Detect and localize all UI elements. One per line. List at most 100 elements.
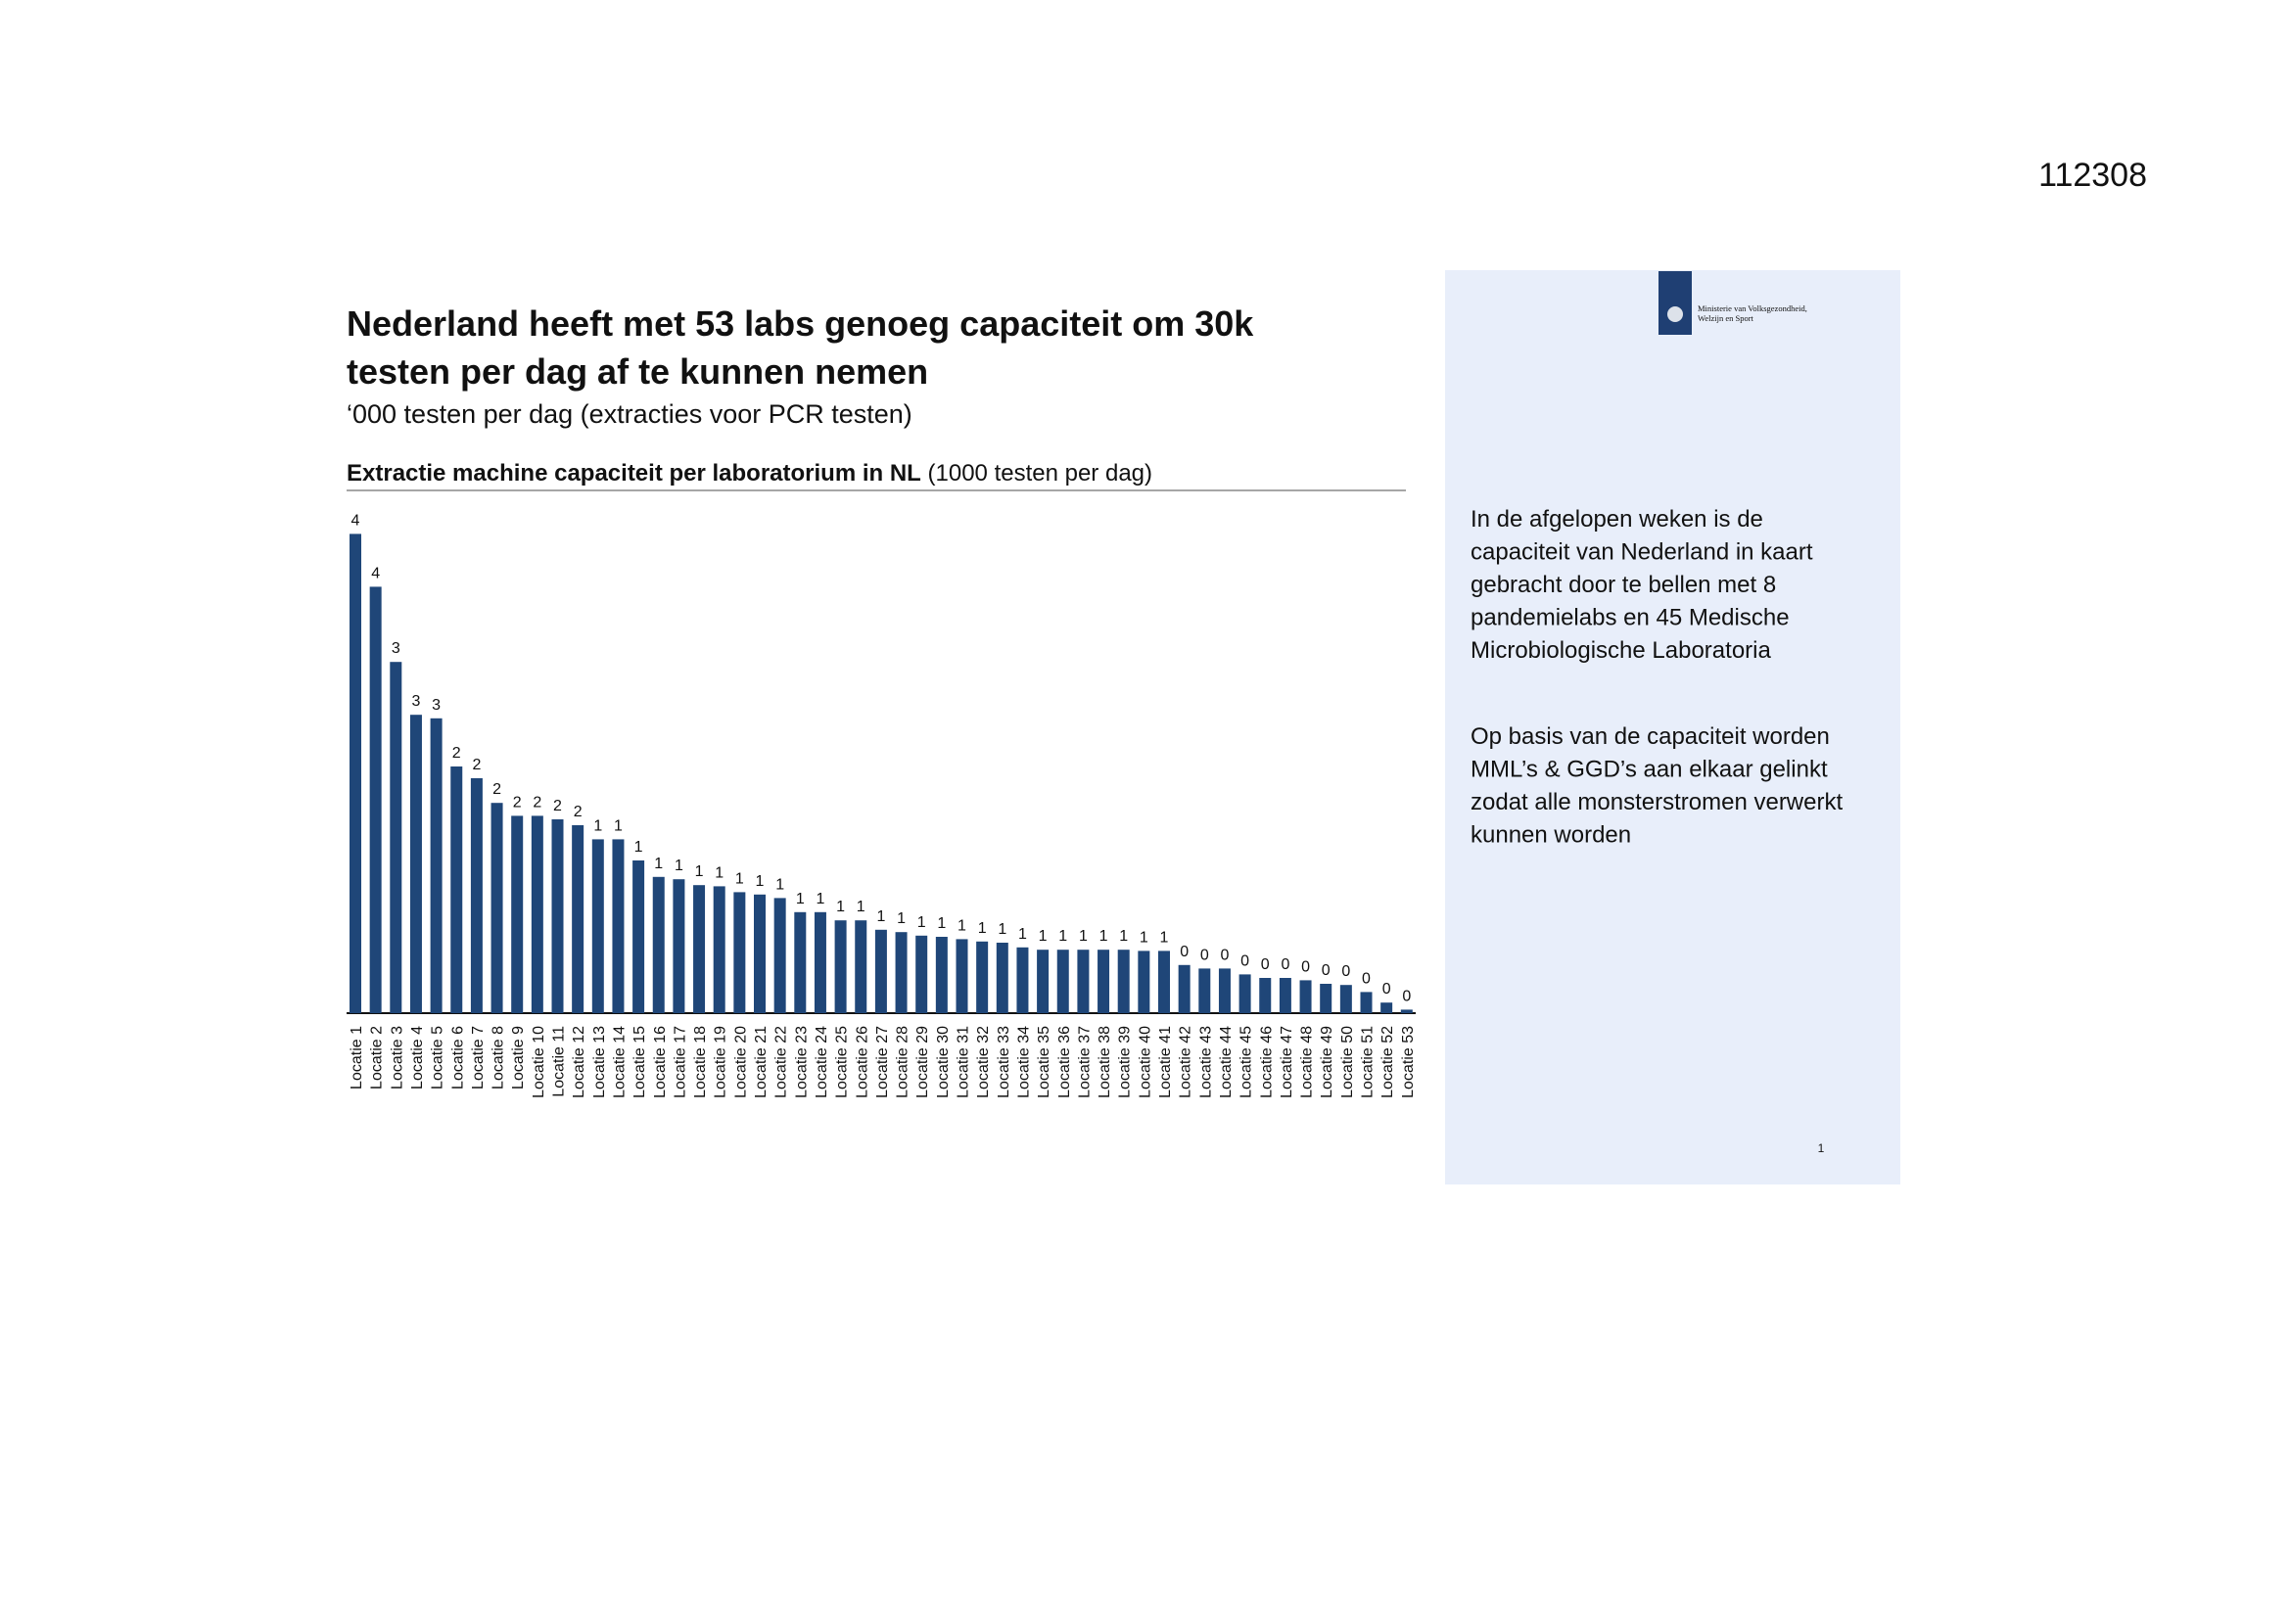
value-label: 1 bbox=[857, 899, 865, 915]
x-tick-label: Locatie 21 bbox=[753, 1026, 770, 1098]
value-label: 1 bbox=[1160, 929, 1169, 946]
x-tick-label: Locatie 18 bbox=[692, 1026, 709, 1098]
x-tick-label: Locatie 13 bbox=[591, 1026, 608, 1098]
logo-text: Welzijn en Sport bbox=[1698, 313, 1754, 323]
value-label: 0 bbox=[1180, 944, 1189, 960]
value-label: 1 bbox=[978, 920, 987, 937]
bar bbox=[895, 932, 908, 1013]
x-tick-label: Locatie 41 bbox=[1157, 1026, 1174, 1098]
value-label: 1 bbox=[1039, 928, 1048, 945]
value-label: 1 bbox=[1099, 928, 1108, 945]
bar bbox=[794, 911, 807, 1013]
bar bbox=[1299, 980, 1312, 1013]
x-tick-label: Locatie 22 bbox=[773, 1026, 790, 1098]
x-tick-label: Locatie 35 bbox=[1036, 1026, 1052, 1098]
x-tick-label: Locatie 26 bbox=[854, 1026, 870, 1098]
logo-emblem bbox=[1667, 306, 1683, 322]
bar bbox=[754, 894, 766, 1013]
bar bbox=[915, 935, 928, 1013]
value-label: 1 bbox=[937, 915, 946, 932]
x-tick-label: Locatie 16 bbox=[652, 1026, 669, 1098]
bar bbox=[935, 937, 948, 1013]
x-tick-label: Locatie 44 bbox=[1218, 1026, 1235, 1098]
x-tick-label: Locatie 24 bbox=[814, 1026, 830, 1098]
bar bbox=[1339, 985, 1352, 1013]
x-tick-label: Locatie 47 bbox=[1279, 1026, 1295, 1098]
x-tick-label: Locatie 1 bbox=[349, 1026, 365, 1090]
value-label: 1 bbox=[897, 910, 906, 927]
bar bbox=[1138, 951, 1150, 1013]
value-label: 1 bbox=[593, 817, 602, 834]
value-label: 0 bbox=[1301, 958, 1310, 975]
value-label: 1 bbox=[1058, 928, 1067, 945]
x-tick-label: Locatie 29 bbox=[914, 1026, 931, 1098]
document-id: 112308 bbox=[2038, 157, 2147, 194]
sidebar-text: zodat alle monsterstromen verwerkt bbox=[1471, 789, 1843, 815]
x-tick-label: Locatie 49 bbox=[1319, 1026, 1335, 1098]
bar bbox=[1037, 950, 1050, 1013]
bar bbox=[996, 943, 1008, 1013]
sidebar-text: capaciteit van Nederland in kaart bbox=[1471, 539, 1813, 566]
x-tick-label: Locatie 4 bbox=[409, 1026, 426, 1090]
x-tick-label: Locatie 52 bbox=[1379, 1026, 1396, 1098]
value-label: 0 bbox=[1341, 963, 1350, 980]
bar bbox=[511, 815, 524, 1013]
value-label: 1 bbox=[756, 873, 765, 890]
value-label: 1 bbox=[796, 891, 805, 907]
bar bbox=[1259, 978, 1272, 1013]
value-label: 1 bbox=[816, 891, 824, 907]
bar bbox=[470, 778, 483, 1013]
value-label: 3 bbox=[411, 693, 420, 710]
x-tick-label: Locatie 15 bbox=[631, 1026, 648, 1098]
value-label: 2 bbox=[574, 804, 583, 820]
sidebar-text: Op basis van de capaciteit worden bbox=[1471, 723, 1830, 750]
x-tick-label: Locatie 7 bbox=[470, 1026, 487, 1090]
sidebar-text: pandemielabs en 45 Medische bbox=[1471, 605, 1790, 631]
x-tick-label: Locatie 33 bbox=[996, 1026, 1012, 1098]
value-label: 3 bbox=[392, 640, 400, 657]
value-label: 1 bbox=[775, 876, 784, 893]
x-tick-label: Locatie 30 bbox=[935, 1026, 952, 1098]
chart-title: Extractie machine capaciteit per laborat… bbox=[347, 460, 921, 487]
value-label: 1 bbox=[836, 899, 845, 915]
value-label: 2 bbox=[533, 794, 541, 811]
bar bbox=[490, 803, 503, 1013]
bar bbox=[773, 898, 786, 1013]
value-label: 1 bbox=[1119, 928, 1128, 945]
logo-text: Ministerie van Volksgezondheid, bbox=[1698, 303, 1807, 313]
value-label: 2 bbox=[513, 794, 522, 811]
value-label: 1 bbox=[876, 908, 885, 925]
value-label: 1 bbox=[1018, 926, 1027, 943]
bar bbox=[1158, 951, 1170, 1013]
x-tick-label: Locatie 5 bbox=[430, 1026, 446, 1090]
x-tick-label: Locatie 36 bbox=[1056, 1026, 1073, 1098]
value-label: 2 bbox=[452, 745, 461, 762]
value-label: 1 bbox=[917, 914, 926, 931]
value-label: 3 bbox=[432, 697, 441, 714]
bar bbox=[976, 941, 989, 1013]
x-tick-label: Locatie 37 bbox=[1076, 1026, 1093, 1098]
bar bbox=[531, 815, 543, 1013]
x-tick-label: Locatie 43 bbox=[1197, 1026, 1214, 1098]
bar bbox=[390, 662, 402, 1013]
sidebar bbox=[1445, 270, 1900, 1184]
bar bbox=[1077, 950, 1090, 1013]
value-label: 1 bbox=[634, 839, 643, 856]
x-tick-label: Locatie 10 bbox=[531, 1026, 547, 1098]
bar bbox=[733, 892, 746, 1013]
x-tick-label: Locatie 28 bbox=[895, 1026, 911, 1098]
bar bbox=[1380, 1002, 1393, 1013]
value-label: 1 bbox=[735, 870, 744, 887]
value-label: 0 bbox=[1281, 956, 1289, 973]
x-tick-label: Locatie 51 bbox=[1360, 1026, 1377, 1098]
bar bbox=[572, 825, 584, 1013]
x-tick-label: Locatie 14 bbox=[611, 1026, 628, 1098]
value-label: 1 bbox=[998, 921, 1006, 938]
bar bbox=[814, 911, 826, 1013]
bar bbox=[409, 715, 422, 1013]
x-tick-label: Locatie 38 bbox=[1097, 1026, 1113, 1098]
value-label: 1 bbox=[715, 864, 724, 881]
title-line: testen per dag af te kunnen nemen bbox=[347, 351, 928, 392]
value-label: 4 bbox=[371, 565, 380, 581]
